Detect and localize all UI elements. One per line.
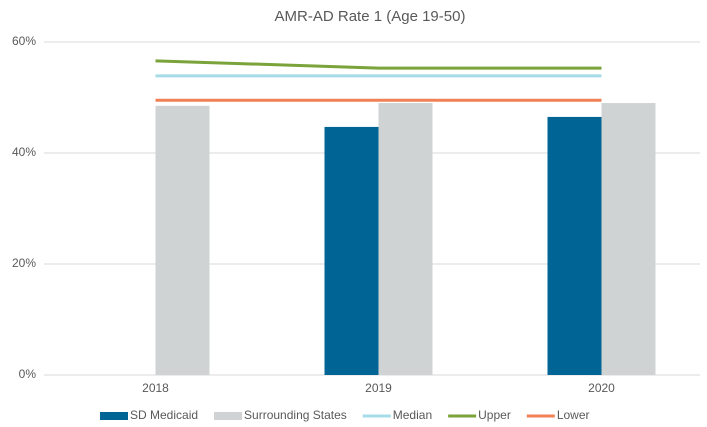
x-tick-label: 2018 bbox=[142, 381, 169, 395]
y-tick-label: 0% bbox=[19, 367, 37, 381]
y-tick-label: 60% bbox=[12, 34, 36, 48]
bar bbox=[324, 126, 379, 375]
bar bbox=[601, 103, 656, 376]
legend-label: Lower bbox=[557, 408, 590, 422]
x-tick-label: 2020 bbox=[588, 381, 615, 395]
legend-label: Surrounding States bbox=[244, 408, 347, 422]
bar bbox=[155, 105, 210, 375]
chart-title: AMR-AD Rate 1 (Age 19-50) bbox=[275, 8, 466, 25]
legend-label: Median bbox=[393, 408, 432, 422]
line bbox=[155, 59, 602, 70]
legend-swatch bbox=[100, 412, 128, 420]
y-tick-label: 20% bbox=[12, 256, 36, 270]
legend-label: SD Medicaid bbox=[130, 408, 198, 422]
x-tick-label: 2019 bbox=[365, 381, 392, 395]
legend-swatch bbox=[214, 412, 243, 420]
bar bbox=[378, 103, 433, 376]
y-tick-label: 40% bbox=[12, 145, 36, 159]
legend-label: Upper bbox=[478, 408, 511, 422]
bar bbox=[547, 116, 602, 376]
